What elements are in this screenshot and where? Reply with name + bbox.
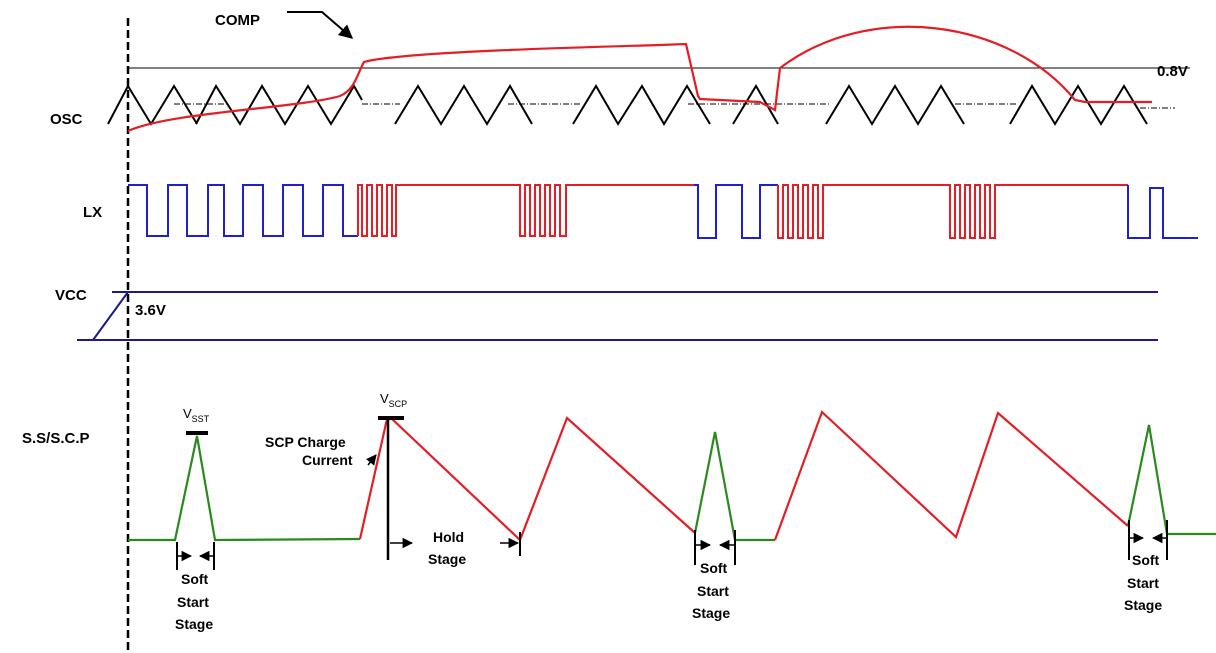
label-comp: COMP xyxy=(215,12,260,29)
ss-green-3 xyxy=(1126,424,1216,536)
label-vscp: VSCP xyxy=(380,391,407,409)
comp-curve xyxy=(127,25,1152,133)
label-hold: Hold xyxy=(433,529,464,545)
label-0-8v: 0.8V xyxy=(1157,63,1188,80)
osc-wave-group-5 xyxy=(732,84,779,125)
label-soft-3: Soft xyxy=(1132,552,1160,568)
lx-wave-red-2 xyxy=(777,184,1128,239)
ss-green-1 xyxy=(128,435,361,542)
lx-wave-red-1 xyxy=(357,184,694,237)
soft-start-marker-2 xyxy=(694,530,736,565)
label-3-6v: 3.6V xyxy=(135,302,166,319)
vcc-ramp xyxy=(92,291,129,341)
osc-wave-group-3 xyxy=(394,84,533,126)
osc-dashdot-lines xyxy=(174,103,1175,109)
label-lx: LX xyxy=(83,204,102,221)
osc-wave-group-2 xyxy=(195,84,363,126)
label-start-3: Start xyxy=(1127,575,1159,591)
label-osc: OSC xyxy=(50,111,83,128)
osc-wave-group-6 xyxy=(825,84,965,126)
lx-wave-blue-1 xyxy=(128,184,358,237)
osc-wave-group-4 xyxy=(572,84,711,126)
label-hold-stage: Stage xyxy=(428,551,466,567)
label-soft-2: Soft xyxy=(700,560,728,576)
scp-red-2 xyxy=(773,410,1129,541)
label-stage-3: Stage xyxy=(1124,597,1162,613)
label-stage-1: Stage xyxy=(175,616,213,632)
label-soft-1: Soft xyxy=(181,571,209,587)
label-vcc: VCC xyxy=(55,287,87,304)
label-start-2: Start xyxy=(697,583,729,599)
label-start-1: Start xyxy=(177,594,209,610)
label-vsst: VSST xyxy=(183,406,210,424)
osc-wave-group-7 xyxy=(1009,84,1148,126)
soft-start-marker-1 xyxy=(176,542,215,570)
comp-arrow xyxy=(287,11,354,39)
label-scp-charge: SCP Charge xyxy=(265,434,346,450)
soft-start-marker-3 xyxy=(1128,520,1168,560)
lx-wave-blue-2 xyxy=(694,184,778,239)
scp-red-1 xyxy=(358,416,696,542)
label-sscp: S.S/S.C.P xyxy=(22,430,90,447)
scp-charge-arrow xyxy=(365,454,377,466)
ss-green-2 xyxy=(693,431,775,542)
lx-wave-blue-3 xyxy=(1127,185,1198,239)
label-scp-current: Current xyxy=(302,452,353,468)
label-stage-2: Stage xyxy=(692,605,730,621)
